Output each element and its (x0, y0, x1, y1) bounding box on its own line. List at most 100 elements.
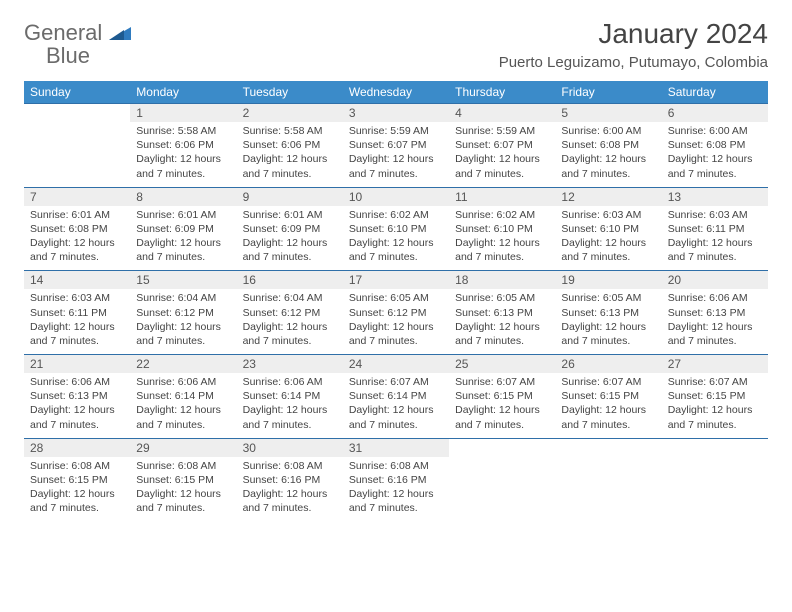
daylight-text: Daylight: 12 hours and 7 minutes. (561, 320, 655, 348)
day-number: 14 (24, 271, 130, 290)
sunset-text: Sunset: 6:15 PM (455, 389, 549, 403)
day-cell: Sunrise: 6:08 AMSunset: 6:15 PMDaylight:… (24, 457, 130, 522)
daylight-text: Daylight: 12 hours and 7 minutes. (243, 152, 337, 180)
day-cell: Sunrise: 6:08 AMSunset: 6:16 PMDaylight:… (343, 457, 449, 522)
sunrise-text: Sunrise: 6:08 AM (243, 459, 337, 473)
sunrise-text: Sunrise: 6:01 AM (243, 208, 337, 222)
sunrise-text: Sunrise: 6:06 AM (668, 291, 762, 305)
weekday-header: Thursday (449, 81, 555, 104)
day-body-row: Sunrise: 5:58 AMSunset: 6:06 PMDaylight:… (24, 122, 768, 187)
daylight-text: Daylight: 12 hours and 7 minutes. (668, 236, 762, 264)
day-number: 23 (237, 355, 343, 374)
day-number-empty (24, 104, 130, 123)
day-cell: Sunrise: 6:03 AMSunset: 6:11 PMDaylight:… (662, 206, 768, 271)
day-number: 8 (130, 187, 236, 206)
sunrise-text: Sunrise: 6:04 AM (136, 291, 230, 305)
day-cell: Sunrise: 6:08 AMSunset: 6:16 PMDaylight:… (237, 457, 343, 522)
sunset-text: Sunset: 6:10 PM (561, 222, 655, 236)
sunset-text: Sunset: 6:14 PM (243, 389, 337, 403)
day-number: 19 (555, 271, 661, 290)
sunset-text: Sunset: 6:13 PM (668, 306, 762, 320)
day-number: 6 (662, 104, 768, 123)
sunset-text: Sunset: 6:15 PM (561, 389, 655, 403)
day-number: 21 (24, 355, 130, 374)
daylight-text: Daylight: 12 hours and 7 minutes. (349, 403, 443, 431)
day-cell: Sunrise: 6:06 AMSunset: 6:14 PMDaylight:… (130, 373, 236, 438)
day-cell-empty (555, 457, 661, 522)
sunrise-text: Sunrise: 5:59 AM (455, 124, 549, 138)
day-cell: Sunrise: 5:59 AMSunset: 6:07 PMDaylight:… (449, 122, 555, 187)
day-body-row: Sunrise: 6:03 AMSunset: 6:11 PMDaylight:… (24, 289, 768, 354)
day-cell: Sunrise: 6:05 AMSunset: 6:12 PMDaylight:… (343, 289, 449, 354)
weekday-header: Friday (555, 81, 661, 104)
day-cell-empty (662, 457, 768, 522)
sunrise-text: Sunrise: 6:06 AM (136, 375, 230, 389)
day-number: 5 (555, 104, 661, 123)
sunset-text: Sunset: 6:08 PM (561, 138, 655, 152)
sunset-text: Sunset: 6:06 PM (243, 138, 337, 152)
sunrise-text: Sunrise: 6:05 AM (455, 291, 549, 305)
logo: General Blue (24, 22, 131, 68)
day-body-row: Sunrise: 6:01 AMSunset: 6:08 PMDaylight:… (24, 206, 768, 271)
day-cell-empty (449, 457, 555, 522)
day-body-row: Sunrise: 6:06 AM Sunset: 6:13 PM Daylight:… (24, 373, 768, 438)
day-body-row: Sunrise: 6:08 AMSunset: 6:15 PMDaylight:… (24, 457, 768, 522)
sunrise-text: Sunrise: 6:03 AM (668, 208, 762, 222)
daylight-text: Daylight: 12 hours and 7 minutes. (136, 487, 230, 515)
day-number: 28 (24, 438, 130, 457)
day-cell: Sunrise: 6:07 AMSunset: 6:15 PMDaylight:… (449, 373, 555, 438)
day-cell: Sunrise: 6:01 AMSunset: 6:08 PMDaylight:… (24, 206, 130, 271)
day-cell-empty (24, 122, 130, 187)
day-number: 26 (555, 355, 661, 374)
daylight-text: Daylight: 12 hours and 7 minutes. (455, 152, 549, 180)
day-number-empty (449, 438, 555, 457)
day-number-row: 78910111213 (24, 187, 768, 206)
sunset-text: Sunset: 6:14 PM (349, 389, 443, 403)
daylight-text: Daylight: 12 hours and 7 minutes. (349, 487, 443, 515)
day-cell: Sunrise: 5:59 AMSunset: 6:07 PMDaylight:… (343, 122, 449, 187)
day-cell: Sunrise: 6:03 AMSunset: 6:10 PMDaylight:… (555, 206, 661, 271)
daylight-text: Daylight: 12 hours and 7 minutes. (136, 320, 230, 348)
day-cell: Sunrise: 5:58 AMSunset: 6:06 PMDaylight:… (237, 122, 343, 187)
sunset-text: Sunset: 6:12 PM (136, 306, 230, 320)
sunrise-text: Sunrise: 6:06 AM (243, 375, 337, 389)
day-cell: Sunrise: 6:07 AMSunset: 6:14 PMDaylight:… (343, 373, 449, 438)
day-number: 16 (237, 271, 343, 290)
calendar-page: General Blue January 2024 Puerto Leguiza… (0, 0, 792, 531)
daylight-text: Daylight: 12 hours and 7 minutes. (561, 152, 655, 180)
weekday-header: Sunday (24, 81, 130, 104)
day-number: 4 (449, 104, 555, 123)
day-cell: Sunrise: 6:07 AMSunset: 6:15 PMDaylight:… (662, 373, 768, 438)
day-number-row: 123456 (24, 104, 768, 123)
header: General Blue January 2024 Puerto Leguiza… (24, 18, 768, 71)
day-number: 1 (130, 104, 236, 123)
daylight-text: Daylight: 12 hours and 7 minutes. (243, 320, 337, 348)
day-number: 31 (343, 438, 449, 457)
day-number-row: 21222324252627 (24, 355, 768, 374)
sunrise-text: Sunrise: 6:03 AM (561, 208, 655, 222)
page-title: January 2024 (499, 18, 768, 50)
day-number: 18 (449, 271, 555, 290)
day-number: 3 (343, 104, 449, 123)
day-number: 2 (237, 104, 343, 123)
sunset-text: Sunset: 6:15 PM (668, 389, 762, 403)
day-number-row: 14151617181920 (24, 271, 768, 290)
sunrise-text: Sunrise: 6:00 AM (668, 124, 762, 138)
daylight-text: Daylight: 12 hours and 7 minutes. (30, 487, 124, 515)
sunset-text: Sunset: 6:10 PM (455, 222, 549, 236)
day-cell: Sunrise: 6:06 AMSunset: 6:13 PMDaylight:… (662, 289, 768, 354)
day-number-empty (555, 438, 661, 457)
day-cell: Sunrise: 6:05 AMSunset: 6:13 PMDaylight:… (449, 289, 555, 354)
sunset-text: Sunset: 6:13 PM (30, 389, 124, 403)
sunset-text: Sunset: 6:13 PM (455, 306, 549, 320)
daylight-text: Daylight: 12 hours and 7 minutes. (30, 320, 124, 348)
day-cell: Sunrise: 6:00 AMSunset: 6:08 PMDaylight:… (555, 122, 661, 187)
logo-word-2: Blue (46, 43, 90, 68)
day-number-empty (662, 438, 768, 457)
day-cell: Sunrise: 6:02 AMSunset: 6:10 PMDaylight:… (449, 206, 555, 271)
day-cell: Sunrise: 6:07 AMSunset: 6:15 PMDaylight:… (555, 373, 661, 438)
daylight-text: Daylight: 12 hours and 7 minutes. (349, 320, 443, 348)
daylight-text: Daylight: 12 hours and 7 minutes. (455, 403, 549, 431)
day-number: 20 (662, 271, 768, 290)
day-number: 9 (237, 187, 343, 206)
